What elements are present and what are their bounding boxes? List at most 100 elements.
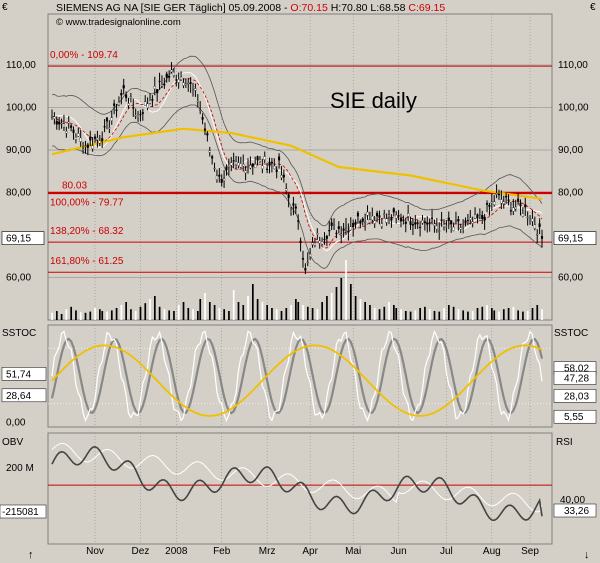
volume-bar	[330, 293, 333, 320]
price-candle	[445, 226, 448, 228]
price-candle	[344, 227, 348, 229]
volume-bar	[204, 293, 206, 320]
volume-bar	[232, 290, 235, 320]
price-candle	[153, 86, 156, 89]
volume-bar	[512, 306, 515, 320]
y-tick-right: 80,00	[558, 188, 583, 199]
price-candle	[471, 221, 474, 224]
price-candle	[266, 168, 269, 170]
price-candle	[160, 84, 164, 87]
price-candle	[490, 201, 493, 204]
price-candle	[62, 123, 66, 128]
stoch-label-left: SSTOC	[2, 328, 36, 339]
price-candle	[117, 102, 120, 106]
price-candle	[385, 218, 388, 223]
volume-bar	[130, 309, 132, 320]
x-tick-label: 2008	[165, 546, 188, 557]
price-candle	[335, 232, 338, 235]
volume-bar	[223, 309, 225, 320]
price-candle	[278, 156, 281, 161]
price-candle	[196, 101, 199, 103]
volume-bar	[541, 309, 543, 320]
price-candle	[151, 99, 154, 101]
current-price-box	[1, 231, 45, 245]
volume-bar	[302, 305, 304, 320]
price-candle	[273, 165, 276, 170]
price-candle	[191, 88, 195, 90]
volume-bar	[388, 302, 390, 320]
price-series	[50, 62, 544, 275]
obv-tick: 200 M	[6, 463, 34, 474]
volume-bar	[177, 305, 180, 320]
stoch-fast	[51, 329, 543, 423]
fib-level-label: 0,00% - 109.74	[50, 50, 118, 61]
corner-icon-left[interactable]: €	[2, 2, 8, 13]
fib-level-label: 100,00% - 79.77	[50, 197, 124, 208]
volume-bar	[187, 308, 190, 320]
price-candle	[404, 221, 407, 224]
price-candle	[476, 214, 479, 219]
volume-bar	[462, 310, 465, 320]
stoch-tick-left: 28,64	[6, 391, 31, 402]
y-tick-left: 100,00	[6, 103, 37, 114]
volume-bar	[94, 308, 96, 320]
price-candle	[509, 210, 512, 212]
volume-bar	[101, 311, 104, 320]
volume-bar	[502, 309, 505, 320]
price-candle	[373, 220, 376, 224]
price-candle	[526, 217, 529, 219]
fib-levels: 0,00% - 109.74 80.03 100,00% - 79.77 138,20…	[48, 50, 552, 273]
volume-bar	[486, 305, 488, 320]
price-candle	[110, 117, 113, 121]
stoch-tick-right: 28,03	[564, 391, 589, 402]
volume-bar	[106, 311, 108, 320]
x-tick-label: Mai	[345, 546, 361, 557]
price-candle	[163, 83, 166, 86]
price-candle	[318, 240, 321, 244]
volume-bar	[144, 303, 147, 320]
volume-bar	[168, 310, 171, 320]
volume-bar	[275, 309, 278, 320]
price-candle	[452, 226, 455, 231]
price-candle	[540, 236, 544, 239]
x-tick-label: Mrz	[259, 546, 276, 557]
price-candle	[428, 222, 431, 224]
price-candle	[134, 115, 137, 117]
price-candle	[426, 222, 429, 225]
price-candle	[342, 228, 345, 231]
volume-bar	[404, 311, 407, 320]
price-candle	[538, 223, 541, 228]
price-candle	[359, 221, 362, 224]
price-candle	[67, 121, 70, 124]
price-candle	[311, 242, 314, 245]
volume-bar	[228, 311, 230, 320]
stoch-tick-left: 51,74	[6, 369, 31, 380]
x-tick-label: Dez	[132, 546, 150, 557]
volume-bar	[125, 302, 127, 320]
price-candle	[512, 207, 515, 212]
price-candle	[464, 220, 467, 223]
scroll-up-arrow-icon[interactable]: ↑	[28, 549, 34, 561]
price-candle	[507, 199, 510, 201]
volume-bar	[237, 302, 240, 320]
price-candle	[77, 133, 80, 137]
volume-bar	[531, 308, 534, 320]
y-tick-right: 90,00	[558, 145, 583, 156]
price-candle	[442, 224, 446, 227]
price-candle	[447, 217, 450, 222]
price-candle	[79, 137, 82, 142]
price-candle	[208, 150, 211, 153]
price-candle	[414, 222, 417, 225]
scroll-down-arrow-icon[interactable]: ↓	[584, 549, 590, 561]
stoch-value-box	[1, 388, 47, 403]
price-candle	[416, 222, 419, 224]
price-candle	[225, 166, 228, 170]
price-candle	[144, 101, 147, 106]
header-title: SIEMENS AG NA [SIE GER Täglich] 05.09.20…	[56, 2, 445, 14]
price-candle	[230, 162, 233, 166]
price-candle	[93, 136, 97, 139]
corner-icon-right[interactable]: €	[590, 2, 596, 13]
price-candle	[213, 167, 216, 170]
rsi-label: RSI	[556, 437, 573, 448]
price-candle	[98, 140, 101, 144]
